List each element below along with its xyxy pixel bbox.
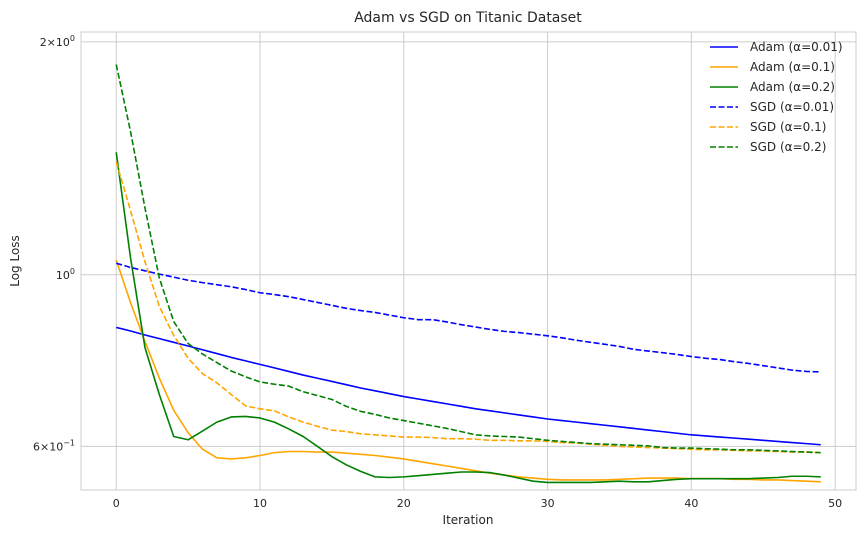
series-line [116,262,821,373]
legend-label: SGD (α=0.1) [750,120,826,134]
x-tick-label: 50 [828,497,842,510]
legend-label: Adam (α=0.01) [750,40,843,54]
series-line [115,152,821,484]
series-line [116,326,821,446]
x-tick-label: 0 [113,497,120,510]
y-tick-label: 2×100 [40,34,75,49]
x-tick-label: 30 [541,497,555,510]
chart-title: Adam vs SGD on Titanic Dataset [354,10,582,26]
grid [81,32,856,490]
legend-label: SGD (α=0.01) [750,100,834,114]
y-axis-label: Log Loss [8,235,22,287]
legend-label: SGD (α=0.2) [750,140,826,154]
series-line [115,64,821,454]
x-tick-label: 10 [253,497,267,510]
plot-area [80,31,857,491]
legend-label: Adam (α=0.2) [750,80,835,94]
series-line [115,161,821,454]
series-layer [115,64,821,484]
tick-layer: 0 10 20 30 40 50 2×100 100 6×10−1 [33,34,842,510]
x-tick-label: 40 [684,497,698,510]
x-tick-label: 20 [397,497,411,510]
y-tick-label: 6×10−1 [33,438,75,453]
legend-label: Adam (α=0.1) [750,60,835,74]
y-tick-label: 100 [56,267,75,282]
legend: Adam (α=0.01) Adam (α=0.1) Adam (α=0.2) SGD… [710,40,843,154]
x-axis-label: Iteration [443,513,494,527]
